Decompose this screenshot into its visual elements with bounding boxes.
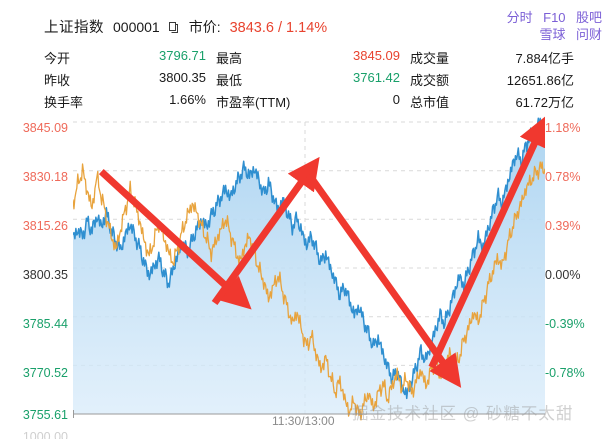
quote-summary-table: 今开 3796.71 最高 3845.09 成交量 7.884亿手 昨收 380… <box>0 48 608 110</box>
nav-row-primary: 分时 F10 股吧 <box>501 9 602 26</box>
quote-value-high: 3845.09 <box>353 48 400 63</box>
market-price-label: 市价: <box>188 19 221 35</box>
nav-link-xueqiu[interactable]: 雪球 <box>539 27 566 42</box>
series-area-指数 <box>73 118 545 415</box>
down-arrow-1 <box>98 169 252 310</box>
page-header: 上证指数 000001 市价: 3843.6 / 1.14% 分时 F10 股吧… <box>0 0 608 43</box>
y-axis-right: 1.18% 0.78% 0.39% 0.00% -0.39% -0.78% <box>545 106 608 439</box>
chart-svg <box>73 114 545 421</box>
y-left-tick-7: 1000.00 <box>22 430 68 439</box>
copy-icon[interactable] <box>168 22 178 33</box>
nav-link-fenshi[interactable]: 分时 <box>506 10 533 25</box>
nav-row-secondary: 雪球 问财 <box>501 26 602 43</box>
y-left-tick-1: 3830.18 <box>22 170 68 184</box>
quote-value-low: 3761.42 <box>353 70 400 85</box>
x-tick-midday: 11:30/13:00 <box>272 414 335 428</box>
quote-key-pe-ttm: 市盈率(TTM) <box>216 95 291 110</box>
y-left-tick-3: 3800.35 <box>22 268 68 282</box>
chart-series-area <box>73 118 545 415</box>
quote-key-high: 最高 <box>216 51 243 66</box>
quote-key-turnover: 成交额 <box>410 73 450 88</box>
quote-value-volume: 7.884亿手 <box>515 51 574 66</box>
y-axis-left: 3845.09 3830.18 3815.26 3800.35 3785.44 … <box>0 106 68 439</box>
quote-key-low: 最低 <box>216 73 243 88</box>
quote-key-open: 今开 <box>44 51 71 66</box>
quote-value-open: 3796.71 <box>159 48 206 63</box>
series-line-指数 <box>73 117 545 400</box>
index-name: 上证指数 <box>44 20 104 36</box>
chart-series-lines <box>73 117 545 421</box>
y-right-tick-0: 1.18% <box>545 121 581 135</box>
series-line-均价 <box>73 161 545 421</box>
quote-key-turnover-rate: 换手率 <box>44 95 84 110</box>
y-right-tick-4: -0.39% <box>545 317 585 331</box>
nav-link-f10[interactable]: F10 <box>543 10 566 25</box>
quote-value-turnover: 12651.86亿 <box>506 73 574 88</box>
index-title-row: 上证指数 000001 市价: 3843.6 / 1.14% <box>44 16 327 37</box>
nav-link-wencai[interactable]: 问财 <box>575 27 602 42</box>
quote-value-pe-ttm: 0 <box>392 92 400 107</box>
y-right-tick-1: 0.78% <box>545 170 581 184</box>
quote-grid: 今开 3796.71 最高 3845.09 成交量 7.884亿手 昨收 380… <box>44 48 594 111</box>
y-left-tick-0: 3845.09 <box>22 121 68 135</box>
nav-link-guba[interactable]: 股吧 <box>575 10 602 25</box>
quote-value-prev-close: 3800.35 <box>159 70 206 85</box>
quote-key-market-cap: 总市值 <box>410 95 450 110</box>
y-left-tick-2: 3815.26 <box>22 219 68 233</box>
chart-annotations <box>98 114 545 388</box>
y-right-tick-5: -0.78% <box>545 366 585 380</box>
y-left-tick-6: 3755.61 <box>22 408 68 422</box>
up-arrow-2 <box>428 114 545 369</box>
chart-plot-area[interactable] <box>73 106 545 439</box>
intraday-chart: 3845.09 3830.18 3815.26 3800.35 3785.44 … <box>0 106 608 439</box>
down-arrow-2 <box>306 172 462 388</box>
quote-value-turnover-rate: 1.66% <box>169 92 206 107</box>
y-left-tick-5: 3770.52 <box>22 366 68 380</box>
quote-key-prev-close: 昨收 <box>44 73 71 88</box>
quote-key-volume: 成交量 <box>410 51 450 66</box>
header-nav: 分时 F10 股吧 雪球 问财 <box>501 9 602 43</box>
index-code: 000001 <box>113 19 160 35</box>
up-arrow-1 <box>211 156 320 306</box>
market-price-value: 3843.6 / 1.14% <box>229 20 328 36</box>
y-right-tick-2: 0.39% <box>545 219 581 233</box>
chart-baseline <box>73 410 545 418</box>
y-right-tick-3: 0.00% <box>545 268 581 282</box>
y-left-tick-4: 3785.44 <box>22 317 68 331</box>
quote-value-market-cap: 61.72万亿 <box>515 95 574 110</box>
